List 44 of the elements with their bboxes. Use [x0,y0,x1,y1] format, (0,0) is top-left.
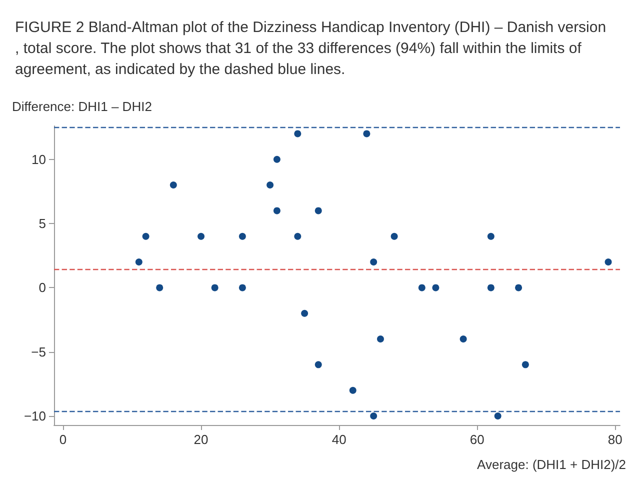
point [487,232,494,240]
point [494,412,502,420]
x-tick-label: 0 [59,432,67,447]
point [349,386,356,394]
y-tick-label: −10 [24,408,46,424]
point [487,284,494,292]
point [301,310,308,317]
point [238,284,246,292]
point [418,284,426,292]
x-tick-label: 40 [332,432,346,447]
point [370,258,378,266]
point [266,182,274,189]
point [273,156,280,163]
point [370,412,378,420]
point [294,130,302,138]
y-tick-label: 10 [32,152,46,167]
point [135,258,142,266]
x-tick-label: 20 [194,432,208,447]
point [211,284,218,292]
point [238,232,246,240]
point [604,258,612,266]
chart-title: FIGURE 2 Bland-Altman plot of the Dizziness Handicap Inventory (DHI) – Danish version, total score. The plot shows that 31 of the 33 differences (94%) fall within the limits of agreement, as indicated by the dashed blue lines. [15,19,606,78]
point [273,207,280,214]
point [314,207,322,214]
point [294,232,302,240]
point [363,130,370,138]
point [142,232,150,240]
point [156,284,164,292]
x-axis-title: Average: (DHI1 + DHI2)/2 [477,457,626,472]
point [314,361,322,368]
point [376,336,384,343]
point [432,284,440,292]
point [170,182,177,189]
point [460,336,467,343]
point [198,232,205,240]
point [390,232,398,240]
x-tick-label: 60 [470,432,484,447]
y-axis-title: Difference: DHI1 – DHI2 [12,99,152,114]
y-tick-label: 5 [38,216,46,232]
point [515,284,522,292]
y-tick-label: 0 [38,280,46,296]
y-tick-label: −5 [31,344,46,360]
x-tick-label: 80 [608,432,622,447]
point [522,361,529,368]
